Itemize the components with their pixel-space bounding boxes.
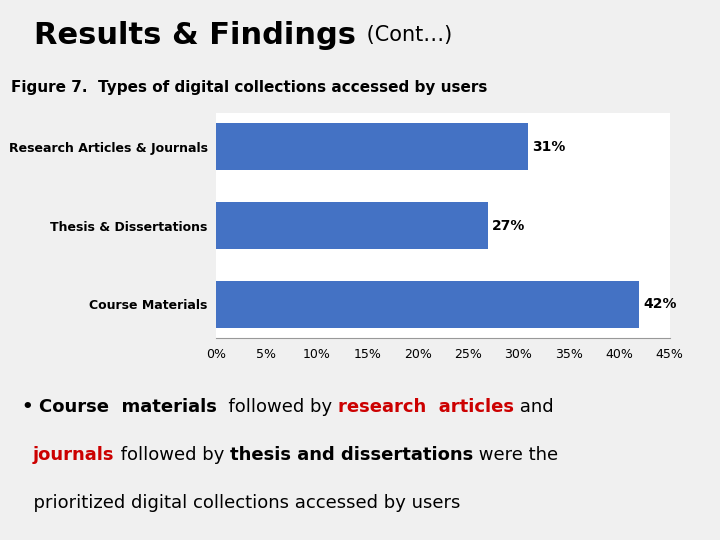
- Text: Figure 7.  Types of digital collections accessed by users: Figure 7. Types of digital collections a…: [11, 80, 487, 95]
- Text: research  articles: research articles: [338, 399, 514, 416]
- Text: journals: journals: [33, 446, 114, 464]
- Text: followed by: followed by: [217, 399, 338, 416]
- Bar: [216, 123, 528, 171]
- Bar: [216, 281, 639, 328]
- Bar: [216, 202, 488, 249]
- Text: 42%: 42%: [644, 298, 677, 312]
- Text: (Cont…): (Cont…): [360, 25, 452, 45]
- Text: followed by: followed by: [114, 446, 230, 464]
- Text: 31%: 31%: [533, 140, 566, 154]
- Text: thesis and dissertations: thesis and dissertations: [230, 446, 473, 464]
- Text: Results & Findings: Results & Findings: [35, 21, 356, 50]
- Text: were the: were the: [473, 446, 558, 464]
- Text: •: •: [22, 399, 40, 416]
- Text: 27%: 27%: [492, 219, 526, 233]
- Text: prioritized digital collections accessed by users: prioritized digital collections accessed…: [22, 494, 460, 511]
- Text: Course  materials: Course materials: [40, 399, 217, 416]
- Text: and: and: [514, 399, 554, 416]
